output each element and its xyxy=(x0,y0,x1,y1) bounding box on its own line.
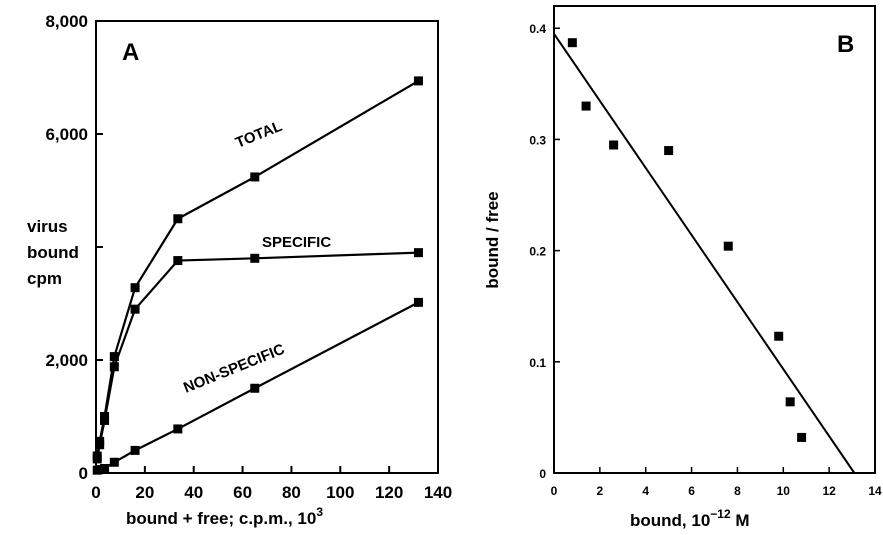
data-point xyxy=(581,101,591,111)
data-point-non-specific xyxy=(100,463,110,473)
panel-b-label: B xyxy=(837,31,854,58)
y-tick-label: 0.2 xyxy=(529,245,546,259)
panel-a-ylabel-1: virus xyxy=(27,217,68,236)
panel-a-xlabel: bound + free; c.p.m., 103 xyxy=(126,505,323,528)
y-tick-label: 0.4 xyxy=(529,22,546,36)
panel-b-ylabel: bound / free xyxy=(483,191,502,288)
data-point-specific xyxy=(100,415,110,425)
data-point-specific xyxy=(173,256,183,266)
panel-a-label: A xyxy=(122,39,139,66)
fit-line xyxy=(553,33,856,474)
panel-a-chart: A 0 20 40 60 80 100 120 140 0 2,000 6,000 8,000 TOT… xyxy=(27,12,452,528)
panel-a-ylabel-2: bound xyxy=(27,243,79,262)
data-point-non-specific xyxy=(250,383,260,393)
panel-a-xlabel-main: bound + free; c.p.m., 10 xyxy=(126,509,316,528)
data-point-total xyxy=(413,76,423,86)
x-tick-label: 40 xyxy=(184,483,203,502)
data-point-specific xyxy=(250,253,260,263)
x-tick-label: 12 xyxy=(822,484,836,498)
data-point-specific xyxy=(413,248,423,258)
panel-b-xlabel-main: bound, 10 xyxy=(630,511,710,530)
x-tick-label: 6 xyxy=(688,484,695,498)
data-point-non-specific xyxy=(173,424,183,434)
y-tick-label: 2,000 xyxy=(45,351,88,370)
panel-b-xlabel: bound, 10−12 M xyxy=(630,507,750,530)
data-point-specific xyxy=(109,362,119,372)
data-point-specific xyxy=(92,454,102,464)
y-tick-label: 0.3 xyxy=(529,133,546,147)
panel-b-xlabel-unit: M xyxy=(731,511,750,530)
data-point xyxy=(774,331,784,341)
y-tick-label: 0 xyxy=(79,464,88,483)
panel-b-xlabel-exponent: −12 xyxy=(710,507,731,521)
x-tick-label: 8 xyxy=(734,484,741,498)
data-point xyxy=(664,146,674,156)
data-point-total xyxy=(250,172,260,182)
panel-a-ylabel-3: cpm xyxy=(27,269,62,288)
data-point xyxy=(567,38,577,48)
data-point-non-specific xyxy=(413,297,423,307)
y-tick-label: 0 xyxy=(539,467,546,481)
x-tick-label: 4 xyxy=(642,484,649,498)
x-tick-label: 0 xyxy=(91,483,100,502)
data-point-non-specific xyxy=(95,465,105,475)
series-label-total: TOTAL xyxy=(233,118,284,152)
data-point xyxy=(797,432,807,442)
x-tick-label: 0 xyxy=(551,484,558,498)
x-tick-label: 100 xyxy=(326,483,354,502)
x-tick-label: 10 xyxy=(777,484,791,498)
x-tick-label: 120 xyxy=(375,483,403,502)
y-tick-label: 8,000 xyxy=(45,12,88,31)
data-point-specific xyxy=(130,304,140,314)
series-label-non-specific: NON-SPECIFIC xyxy=(181,341,287,397)
panel-a-xlabel-exponent: 3 xyxy=(316,505,323,519)
data-point xyxy=(609,140,619,150)
series-label-specific: SPECIFIC xyxy=(262,234,331,251)
data-point-specific xyxy=(95,440,105,450)
data-point-non-specific xyxy=(130,445,140,455)
y-tick-label: 6,000 xyxy=(45,125,88,144)
x-tick-label: 80 xyxy=(282,483,301,502)
data-point-non-specific xyxy=(109,457,119,467)
data-point-total xyxy=(109,352,119,362)
data-point-total xyxy=(130,283,140,293)
data-point-total xyxy=(173,214,183,224)
y-tick-label: 0.1 xyxy=(529,356,546,370)
data-point xyxy=(723,241,733,251)
x-tick-label: 14 xyxy=(868,484,882,498)
panel-b-frame xyxy=(553,5,876,474)
x-tick-label: 20 xyxy=(135,483,154,502)
x-tick-label: 60 xyxy=(233,483,252,502)
x-tick-label: 140 xyxy=(424,483,452,502)
x-tick-label: 2 xyxy=(597,484,604,498)
data-point xyxy=(785,397,795,407)
